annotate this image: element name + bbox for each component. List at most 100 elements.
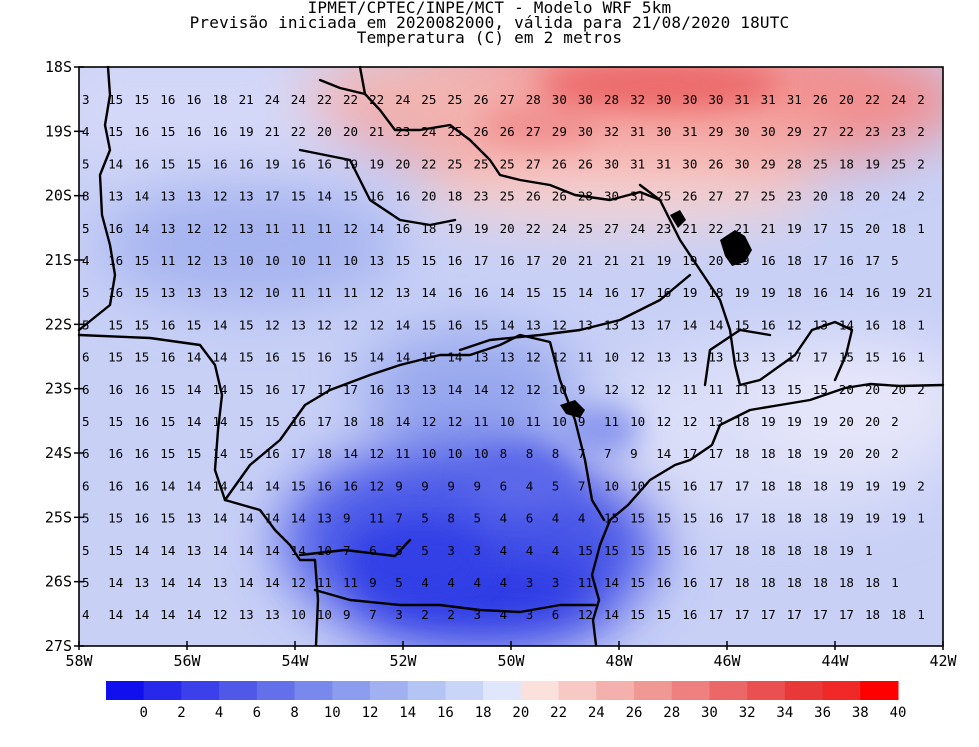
grid-value: 23 bbox=[656, 221, 671, 236]
grid-value: 16 bbox=[604, 285, 619, 300]
grid-value: 18 bbox=[761, 446, 776, 461]
grid-value: 13 bbox=[239, 607, 254, 622]
grid-value: 16 bbox=[134, 124, 149, 139]
grid-value: 14 bbox=[265, 543, 280, 558]
grid-value: 15 bbox=[160, 156, 175, 171]
grid-value: 6 bbox=[500, 478, 508, 493]
grid-value: 13 bbox=[761, 382, 776, 397]
colorbar-label: 12 bbox=[362, 705, 379, 721]
grid-value: 15 bbox=[656, 543, 671, 558]
grid-value: 21 bbox=[735, 221, 750, 236]
grid-value: 26 bbox=[813, 92, 828, 107]
grid-value: 31 bbox=[787, 92, 802, 107]
grid-value: 9 bbox=[343, 607, 351, 622]
grid-value: 17 bbox=[813, 221, 828, 236]
grid-value: 14 bbox=[108, 575, 123, 590]
grid-value: 16 bbox=[474, 285, 489, 300]
grid-value: 3 bbox=[526, 575, 534, 590]
grid-value: 12 bbox=[447, 414, 462, 429]
grid-value: 20 bbox=[839, 414, 854, 429]
grid-value: 2 bbox=[891, 446, 899, 461]
colorbar-label: 26 bbox=[626, 705, 643, 721]
grid-value: 30 bbox=[656, 124, 671, 139]
grid-value: 5 bbox=[82, 156, 90, 171]
grid-value: 5 bbox=[82, 221, 90, 236]
grid-value: 22 bbox=[317, 92, 332, 107]
grid-value: 18 bbox=[761, 543, 776, 558]
grid-value: 9 bbox=[578, 414, 586, 429]
title-line-variable: Temperatura (C) em 2 metros bbox=[356, 28, 623, 47]
grid-value: 12 bbox=[213, 221, 228, 236]
grid-value: 2 bbox=[917, 382, 925, 397]
grid-value: 3 bbox=[474, 543, 482, 558]
grid-value: 13 bbox=[213, 575, 228, 590]
grid-value: 5 bbox=[82, 414, 90, 429]
grid-value: 15 bbox=[578, 543, 593, 558]
grid-value: 6 bbox=[82, 350, 90, 365]
grid-value: 4 bbox=[552, 543, 560, 558]
grid-value: 14 bbox=[213, 543, 228, 558]
border-rj bbox=[703, 328, 772, 387]
grid-value: 5 bbox=[395, 543, 403, 558]
grid-value: 16 bbox=[317, 478, 332, 493]
colorbar-swatch bbox=[181, 681, 220, 700]
grid-value: 30 bbox=[578, 124, 593, 139]
grid-value: 10 bbox=[630, 414, 645, 429]
grid-value: 21 bbox=[630, 253, 645, 268]
grid-value: 17 bbox=[526, 253, 541, 268]
grid-value: 12 bbox=[369, 478, 384, 493]
grid-value: 16 bbox=[761, 253, 776, 268]
grid-value: 28 bbox=[787, 156, 802, 171]
grid-value: 22 bbox=[839, 124, 854, 139]
grid-value: 14 bbox=[239, 511, 254, 526]
grid-value: 21 bbox=[604, 253, 619, 268]
boundaries bbox=[77, 65, 945, 647]
grid-value: 15 bbox=[630, 511, 645, 526]
grid-value: 11 bbox=[343, 285, 358, 300]
grid-value: 18 bbox=[421, 221, 436, 236]
grid-value: 15 bbox=[421, 350, 436, 365]
grid-value: 18 bbox=[787, 575, 802, 590]
grid-value: 7 bbox=[343, 543, 351, 558]
grid-value: 17 bbox=[735, 478, 750, 493]
grid-value: 15 bbox=[552, 285, 567, 300]
grid-value: 12 bbox=[526, 382, 541, 397]
grid-value: 14 bbox=[213, 317, 228, 332]
grid-value: 16 bbox=[891, 350, 906, 365]
grid-value: 14 bbox=[186, 478, 201, 493]
grid-value: 17 bbox=[682, 446, 697, 461]
grid-value: 8 bbox=[447, 511, 455, 526]
grid-value: 27 bbox=[604, 221, 619, 236]
grid-value: 26 bbox=[474, 124, 489, 139]
grid-value: 9 bbox=[369, 575, 377, 590]
grid-value: 19 bbox=[813, 414, 828, 429]
grid-value: 15 bbox=[395, 253, 410, 268]
grid-value: 16 bbox=[447, 285, 462, 300]
grid-value: 16 bbox=[839, 253, 854, 268]
grid-value: 12 bbox=[526, 350, 541, 365]
longitude-label: 44W bbox=[821, 652, 849, 670]
colorbar-swatch bbox=[671, 681, 710, 700]
grid-value: 16 bbox=[108, 382, 123, 397]
grid-value: 12 bbox=[604, 382, 619, 397]
grid-value: 13 bbox=[813, 317, 828, 332]
grid-value: 19 bbox=[839, 543, 854, 558]
grid-value: 13 bbox=[239, 189, 254, 204]
grid-value: 16 bbox=[134, 156, 149, 171]
grid-value: 4 bbox=[421, 575, 429, 590]
grid-value: 15 bbox=[160, 446, 175, 461]
grid-value: 12 bbox=[343, 221, 358, 236]
colorbar-label: 8 bbox=[290, 705, 298, 721]
grid-value: 20 bbox=[839, 92, 854, 107]
grid-value: 30 bbox=[682, 156, 697, 171]
grid-value: 29 bbox=[761, 156, 776, 171]
grid-value: 18 bbox=[787, 478, 802, 493]
grid-value: 18 bbox=[787, 446, 802, 461]
grid-value: 13 bbox=[369, 253, 384, 268]
grid-value: 26 bbox=[578, 156, 593, 171]
grid-value: 4 bbox=[500, 511, 508, 526]
grid-value: 13 bbox=[186, 285, 201, 300]
grid-value: 23 bbox=[395, 124, 410, 139]
grid-value: 4 bbox=[552, 511, 560, 526]
colorbar-label: 16 bbox=[437, 705, 454, 721]
